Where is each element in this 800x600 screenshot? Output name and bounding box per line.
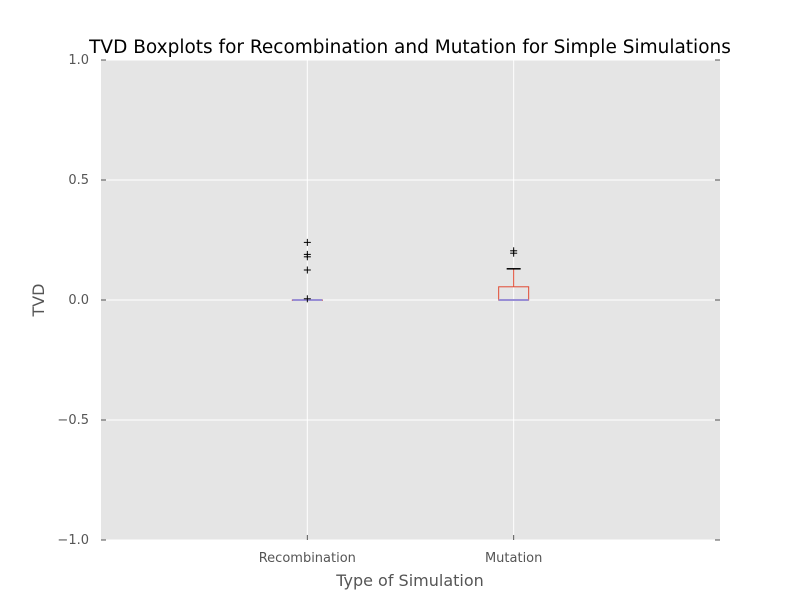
box-mutation	[498, 247, 530, 301]
outlier-point	[303, 266, 311, 274]
chart-title: TVD Boxplots for Recombination and Mutat…	[88, 37, 731, 58]
y-axis-label: TVD	[29, 283, 48, 317]
box-group	[291, 238, 530, 303]
axes: −1.0 −0.5 0.0 0.5 1.0 Recombination Mutation	[57, 53, 720, 566]
y-tick-label: −1.0	[57, 533, 89, 548]
y-tick-label: −0.5	[57, 413, 89, 428]
y-tick-label: 1.0	[68, 53, 89, 68]
outlier-point	[303, 295, 311, 303]
x-tick-label: Mutation	[485, 551, 542, 566]
outlier-point	[303, 238, 311, 246]
x-axis-label: Type of Simulation	[335, 571, 484, 590]
box-recombination	[291, 238, 323, 303]
outlier-point	[510, 249, 518, 257]
y-tick-label: 0.5	[68, 173, 89, 188]
y-tick-label: 0.0	[68, 293, 89, 308]
x-tick-label: Recombination	[259, 551, 356, 566]
outlier-point	[303, 253, 311, 261]
